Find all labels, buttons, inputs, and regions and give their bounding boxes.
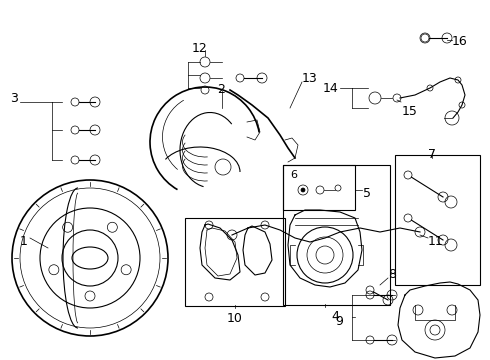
Text: 4: 4	[331, 310, 339, 323]
Text: 5: 5	[363, 187, 371, 200]
Text: 9: 9	[335, 315, 343, 328]
Text: 15: 15	[402, 105, 418, 118]
Text: 11: 11	[428, 235, 444, 248]
Bar	[283, 165, 390, 305]
Text: 12: 12	[192, 42, 208, 55]
Text: 10: 10	[227, 312, 243, 325]
Text: 14: 14	[322, 82, 338, 95]
Text: 6: 6	[290, 170, 297, 180]
Text: 13: 13	[302, 72, 318, 85]
Circle shape	[301, 188, 305, 192]
Text: 2: 2	[217, 83, 225, 96]
Bar	[283, 165, 355, 210]
Text: 7: 7	[428, 148, 436, 161]
Bar	[185, 218, 285, 306]
Text: 1: 1	[20, 235, 28, 248]
Text: 3: 3	[10, 92, 18, 105]
Bar	[395, 155, 480, 285]
Text: 8: 8	[388, 268, 396, 281]
Text: 16: 16	[452, 35, 468, 48]
